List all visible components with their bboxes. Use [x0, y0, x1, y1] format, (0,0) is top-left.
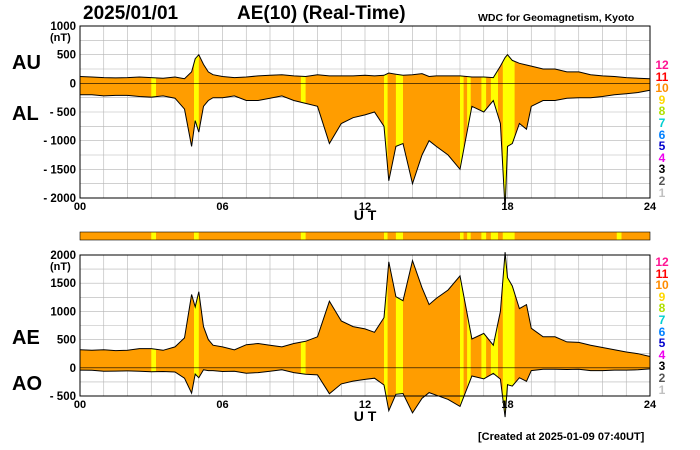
series-line-ao — [79, 368, 651, 418]
highlight-band — [151, 348, 156, 372]
y-tick-label: - 500 — [50, 107, 76, 119]
status-strip-highlight — [490, 232, 498, 240]
legend-level-8: 8 — [658, 301, 666, 316]
highlight-band — [460, 275, 464, 407]
legend-level-11: 11 — [655, 69, 669, 84]
x-tick-label: 18 — [501, 201, 513, 213]
legend-level-9: 9 — [658, 289, 666, 304]
legend-level-4: 4 — [658, 150, 666, 165]
status-strip-highlight — [481, 232, 487, 240]
highlight-band — [502, 252, 515, 418]
legend-level-3: 3 — [658, 359, 666, 374]
y-tick-label: 500 — [57, 335, 76, 347]
ao-label: AO — [12, 373, 42, 395]
y-tick-label: 2000 — [50, 250, 76, 262]
status-strip-highlight — [300, 232, 306, 240]
legend-level-2: 2 — [658, 371, 666, 385]
x-tick-label: 24 — [644, 399, 657, 411]
legend-level-3: 3 — [658, 162, 666, 177]
x-tick-label: 06 — [216, 399, 228, 411]
highlight-band — [395, 296, 403, 395]
status-strip-highlight — [194, 232, 199, 240]
y-tick-label: 1000 — [50, 21, 76, 33]
highlight-band — [490, 70, 498, 116]
highlight-band — [194, 291, 199, 381]
legend-level-12: 12 — [655, 255, 669, 269]
top-unit-label: (nT) — [50, 32, 71, 44]
created-timestamp: [Created at 2025-01-09 07:40UT] — [478, 431, 645, 443]
legend-level-9: 9 — [658, 92, 666, 107]
status-strip-highlight — [502, 232, 515, 240]
highlight-band — [481, 333, 487, 379]
x-tick-label: 12 — [359, 399, 371, 411]
y-tick-label: 1500 — [50, 278, 76, 290]
legend-level-8: 8 — [658, 104, 666, 119]
status-strip-highlight — [460, 232, 464, 240]
status-strip — [79, 231, 651, 241]
legend-level-1: 1 — [658, 382, 666, 397]
x-tick-label: 12 — [359, 201, 371, 213]
highlight-band — [384, 73, 388, 168]
highlight-band — [490, 322, 498, 378]
series-line-ae — [79, 252, 651, 357]
y-tick-label: 500 — [57, 50, 76, 62]
highlight-band — [194, 54, 199, 133]
highlight-band — [300, 76, 306, 104]
y-tick-label: - 1000 — [43, 136, 76, 148]
chart-title: AE(10) (Real-Time) — [237, 3, 406, 24]
x-axis-label: U T — [354, 408, 377, 424]
legend-level-12: 12 — [655, 58, 669, 72]
legend-level-4: 4 — [658, 347, 666, 362]
legend-level-11: 11 — [655, 266, 669, 281]
bottom-unit-label: (nT) — [50, 261, 71, 273]
plot-frame — [79, 254, 651, 397]
highlight-band — [502, 54, 515, 210]
legend-level-10: 10 — [655, 278, 669, 293]
chart-date: 2025/01/01 — [83, 3, 179, 24]
credit-text: WDC for Geomagnetism, Kyoto — [478, 12, 635, 24]
legend-level-6: 6 — [658, 127, 666, 142]
highlight-band — [151, 77, 156, 98]
legend-level-7: 7 — [658, 313, 666, 327]
x-tick-label: 06 — [216, 201, 228, 213]
al-label: AL — [12, 103, 39, 125]
series-line-au — [79, 53, 651, 80]
x-tick-label: 00 — [74, 399, 86, 411]
highlight-band — [395, 74, 403, 147]
x-tick-label: 18 — [501, 399, 513, 411]
y-tick-label: 0 — [70, 78, 76, 90]
highlight-band — [467, 76, 471, 132]
highlight-band — [467, 313, 471, 389]
x-tick-label: 24 — [644, 201, 657, 213]
y-tick-label: - 1500 — [43, 164, 76, 176]
legend-level-5: 5 — [658, 139, 666, 154]
y-tick-label: - 500 — [50, 391, 76, 403]
series-line-al — [80, 89, 651, 210]
status-strip-highlight — [395, 232, 403, 240]
x-axis-label: U T — [354, 207, 377, 223]
legend-level-5: 5 — [658, 336, 666, 351]
x-tick-label: 00 — [74, 201, 86, 213]
status-strip-highlight — [467, 232, 471, 240]
legend-level-10: 10 — [655, 81, 669, 96]
y-tick-label: - 2000 — [43, 193, 76, 205]
highlight-band — [460, 75, 464, 170]
legend-level-2: 2 — [658, 174, 666, 188]
y-tick-label: 1000 — [50, 306, 76, 318]
legend-level-1: 1 — [658, 185, 666, 200]
highlight-band — [481, 77, 487, 112]
legend-level-6: 6 — [658, 324, 666, 339]
au-label: AU — [12, 52, 41, 74]
legend-level-7: 7 — [658, 116, 666, 130]
plot-frame — [79, 25, 651, 199]
highlight-band — [300, 341, 306, 375]
status-strip-highlight — [151, 232, 156, 240]
status-strip-highlight — [616, 232, 622, 240]
y-tick-label: 0 — [70, 363, 76, 375]
ae-label: AE — [12, 327, 40, 349]
status-strip-highlight — [384, 232, 388, 240]
